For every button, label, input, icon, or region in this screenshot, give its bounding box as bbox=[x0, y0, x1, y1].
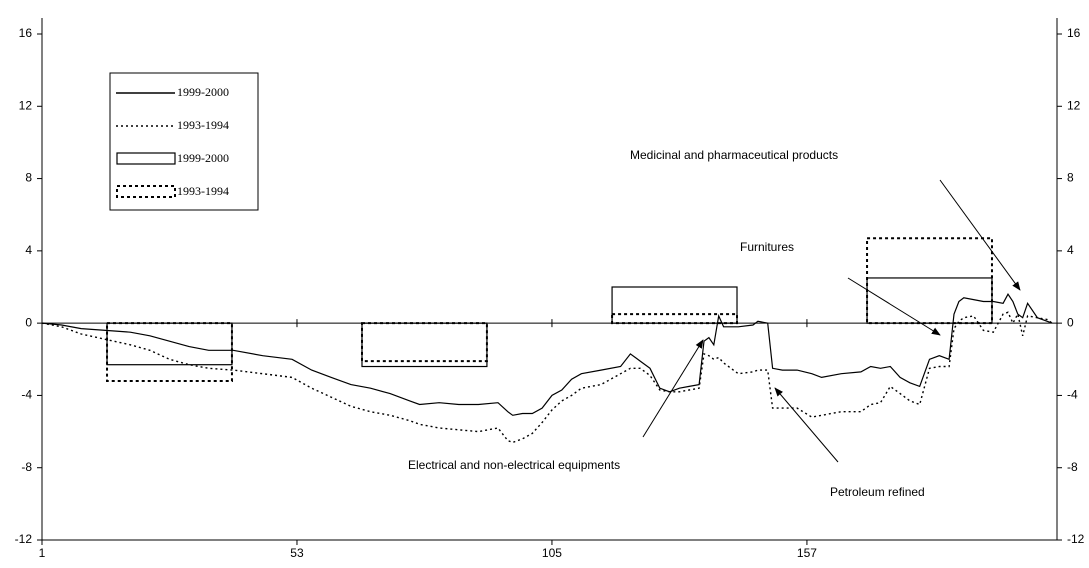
box bbox=[866, 277, 993, 324]
annotation-arrow bbox=[939, 179, 1021, 291]
annotation: Electrical and non-electrical equipments bbox=[408, 458, 620, 472]
x-tick-label: 1 bbox=[39, 546, 46, 560]
legend-label: 1993-1994 bbox=[177, 118, 229, 132]
box bbox=[611, 286, 738, 324]
y-tick-label: 12 bbox=[19, 98, 33, 112]
box bbox=[361, 322, 488, 368]
y2-tick-label: 16 bbox=[1067, 26, 1081, 40]
y2-tick-label: -4 bbox=[1067, 388, 1078, 402]
y-tick-label: 8 bbox=[25, 171, 32, 185]
y2-tick-label: 8 bbox=[1067, 171, 1074, 185]
x-tick-label: 157 bbox=[797, 546, 817, 560]
y2-tick-label: -8 bbox=[1067, 460, 1078, 474]
y2-tick-label: 4 bbox=[1067, 243, 1074, 257]
annotation: Furnitures bbox=[740, 240, 794, 254]
legend-swatch bbox=[116, 185, 176, 198]
annotation-arrow bbox=[847, 277, 941, 336]
line-series bbox=[41, 293, 1053, 416]
y-tick-label: 4 bbox=[25, 243, 32, 257]
y2-tick-label: -12 bbox=[1067, 532, 1085, 546]
legend-label: 1999-2000 bbox=[177, 151, 229, 165]
y-tick-label: 16 bbox=[19, 26, 33, 40]
box bbox=[866, 237, 993, 325]
legend-swatch bbox=[116, 152, 176, 165]
annotation: Medicinal and pharmaceutical products bbox=[630, 148, 838, 162]
y-tick-label: -12 bbox=[15, 532, 33, 546]
y-tick-label: -4 bbox=[21, 388, 32, 402]
box bbox=[360, 322, 488, 363]
y-tick-label: -8 bbox=[21, 460, 32, 474]
y-tick-label: 0 bbox=[25, 315, 32, 329]
annotation-arrow bbox=[774, 387, 839, 463]
annotation: Petroleum refined bbox=[830, 485, 925, 499]
legend-label: 1999-2000 bbox=[177, 85, 229, 99]
line-series bbox=[41, 311, 1053, 444]
x-tick-label: 53 bbox=[290, 546, 304, 560]
box bbox=[611, 313, 739, 325]
legend-label: 1993-1994 bbox=[177, 184, 229, 198]
annotation-arrow bbox=[642, 339, 704, 438]
legend-box bbox=[109, 72, 259, 211]
x-tick-label: 105 bbox=[542, 546, 562, 560]
box bbox=[106, 322, 233, 382]
y2-tick-label: 12 bbox=[1067, 98, 1081, 112]
y2-tick-label: 0 bbox=[1067, 315, 1074, 329]
